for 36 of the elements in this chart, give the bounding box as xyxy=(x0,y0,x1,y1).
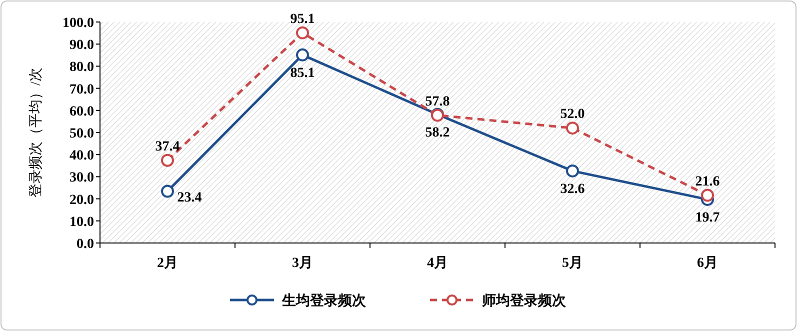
y-tick-label: 60.0 xyxy=(70,104,94,120)
data-label: 21.6 xyxy=(695,174,720,190)
point xyxy=(296,26,309,40)
data-label: 23.4 xyxy=(177,190,202,206)
point xyxy=(566,164,579,178)
data-label: 19.7 xyxy=(695,210,720,226)
point xyxy=(566,122,579,135)
x-tick-label: 5月 xyxy=(562,256,583,271)
y-tick-label: 10.0 xyxy=(70,214,94,230)
y-tick-label: 80.0 xyxy=(70,60,94,76)
y-tick-label: 20.0 xyxy=(70,192,94,208)
y-tick-label: 40.0 xyxy=(70,148,94,164)
point xyxy=(161,154,174,167)
y-tick-label: 0.0 xyxy=(76,237,94,252)
data-label: 57.8 xyxy=(425,94,450,110)
point xyxy=(296,48,309,62)
point xyxy=(701,188,714,202)
legend-label: 生均登录频次 xyxy=(281,293,367,309)
y-tick-label: 100.0 xyxy=(62,16,94,31)
x-tick-label: 2月 xyxy=(157,256,178,271)
data-label: 37.4 xyxy=(155,139,180,154)
y-tick-label: 50.0 xyxy=(70,126,94,142)
data-label: 85.1 xyxy=(290,66,315,81)
data-label: 58.2 xyxy=(425,125,450,140)
y-tick-label: 30.0 xyxy=(70,170,94,186)
legend-label: 师均登录频次 xyxy=(481,293,567,309)
data-label: 32.6 xyxy=(560,182,585,197)
y-axis-title: 登录频次（平均）/次 xyxy=(28,68,44,198)
x-tick-label: 6月 xyxy=(697,256,718,271)
data-label: 52.0 xyxy=(560,107,585,122)
x-tick-label: 3月 xyxy=(292,256,313,271)
y-tick-label: 90.0 xyxy=(70,38,94,54)
y-tick-label: 70.0 xyxy=(70,82,94,98)
point xyxy=(161,184,174,198)
data-label: 95.1 xyxy=(290,12,315,27)
x-tick-label: 4月 xyxy=(427,256,448,271)
